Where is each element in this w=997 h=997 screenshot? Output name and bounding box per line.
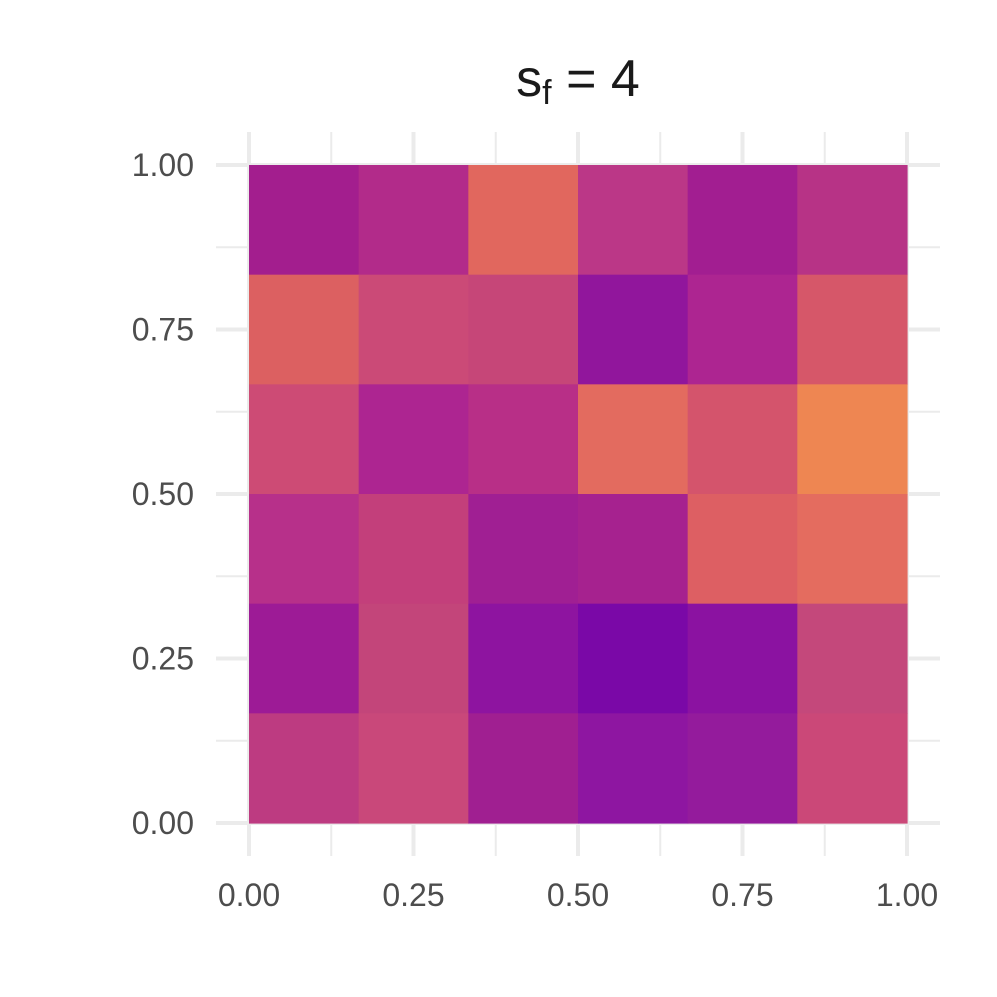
y-tick-label: 0.25 [132,641,194,677]
title-rest: = 4 [552,50,640,108]
heatmap-cell [249,494,360,605]
heatmap-cell [468,384,579,495]
heatmap-cell [578,494,689,605]
heatmap-cell [578,713,689,824]
heatmap-cell [797,494,908,605]
heatmap-cell [358,165,469,276]
heatmap-cell [687,384,798,495]
title-subscript: f [542,74,552,112]
heatmap-cell [249,274,360,385]
heatmap-cell [578,165,689,276]
heatmap-cell [468,274,579,385]
heatmap-cell [358,603,469,714]
heatmap-cell [358,274,469,385]
heatmap-cell [687,165,798,276]
heatmap-cell [249,603,360,714]
heatmap-cell [797,165,908,276]
heatmap-cell [578,384,689,495]
heatmap-cell [797,713,908,824]
x-tick-label: 0.25 [382,877,444,913]
heatmap-cell [797,274,908,385]
heatmap-cell [468,713,579,824]
heatmap-cell [468,494,579,605]
x-tick-label: 1.00 [876,877,938,913]
heatmap-cell [249,713,360,824]
heatmap-cells [249,165,908,824]
x-axis-ticks: 0.00 0.25 0.50 0.75 1.00 [218,877,938,913]
heatmap-cell [687,713,798,824]
x-tick-label: 0.75 [711,877,773,913]
heatmap-cell [578,603,689,714]
heatmap-cell [358,384,469,495]
y-tick-label: 0.00 [132,805,194,841]
heatmap-cell [249,384,360,495]
heatmap-cell [578,274,689,385]
x-tick-label: 0.00 [218,877,280,913]
heatmap-cell [687,494,798,605]
heatmap-cell [797,603,908,714]
heatmap-cell [468,603,579,714]
x-tick-label: 0.50 [547,877,609,913]
y-tick-label: 0.50 [132,476,194,512]
heatmap-cell [797,384,908,495]
y-tick-label: 0.75 [132,312,194,348]
title-base: s [516,50,542,108]
chart-title: sf = 4 [516,50,640,112]
heatmap-cell [358,494,469,605]
heatmap-cell [687,603,798,714]
heatmap-cell [249,165,360,276]
heatmap-cell [468,165,579,276]
y-tick-label: 1.00 [132,147,194,183]
y-axis-ticks: 0.00 0.25 0.50 0.75 1.00 [132,147,194,841]
heatmap-cell [358,713,469,824]
heatmap-cell [687,274,798,385]
